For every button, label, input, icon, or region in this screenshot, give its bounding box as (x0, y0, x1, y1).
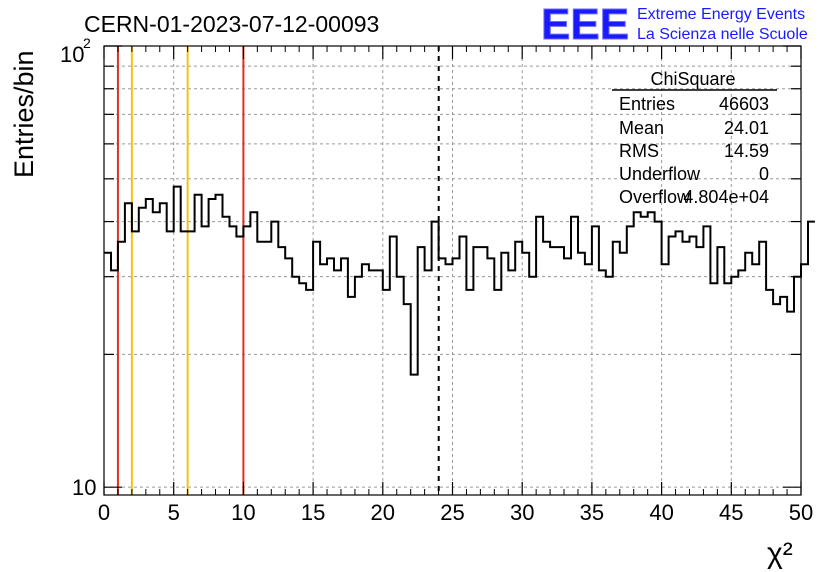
stats-underflow-label: Underflow (619, 164, 701, 184)
eee-logo: EEE (541, 0, 629, 49)
stats-entries-label: Entries (619, 94, 675, 114)
stats-box: ChiSquare Entries 46603 Mean 24.01 RMS 1… (612, 69, 777, 207)
x-tick-label: 15 (301, 500, 325, 525)
x-tick-label: 50 (789, 500, 813, 525)
axis-ticks: 0 5 10 15 20 25 30 35 40 45 50 (98, 45, 813, 525)
x-tick-label: 25 (440, 500, 464, 525)
logo-line-1: Extreme Energy Events (637, 6, 805, 23)
y-axis-title: Entries/bin (9, 50, 39, 178)
y-tick-label-top-exponent: 2 (83, 35, 91, 51)
x-tick-label: 45 (719, 500, 743, 525)
logo-line-2: La Scienza nelle Scuole (637, 26, 808, 43)
x-tick-label: 35 (580, 500, 604, 525)
x-tick-label: 0 (98, 500, 110, 525)
run-title: CERN-01-2023-07-12-00093 (84, 11, 379, 37)
x-tick-label: 5 (168, 500, 180, 525)
stats-entries-value: 46603 (719, 94, 769, 114)
stats-overflow-value: 4.804e+04 (683, 187, 769, 207)
grid-lines (104, 46, 801, 495)
stats-underflow-value: 0 (759, 164, 769, 184)
stats-mean-value: 24.01 (724, 118, 769, 138)
stats-overflow-label: Overflow (619, 187, 691, 207)
x-tick-label: 40 (649, 500, 673, 525)
x-tick-label: 30 (510, 500, 534, 525)
y-tick-label-bottom: 10 (72, 475, 96, 500)
stats-rms-label: RMS (619, 141, 659, 161)
stats-mean-label: Mean (619, 118, 664, 138)
stats-rms-value: 14.59 (724, 141, 769, 161)
histogram-steps (104, 185, 815, 376)
x-tick-label: 10 (231, 500, 255, 525)
x-tick-label: 20 (371, 500, 395, 525)
stats-title: ChiSquare (650, 69, 735, 89)
x-axis-title: χ² (767, 537, 793, 570)
y-tick-label-top: 10 (60, 42, 84, 67)
